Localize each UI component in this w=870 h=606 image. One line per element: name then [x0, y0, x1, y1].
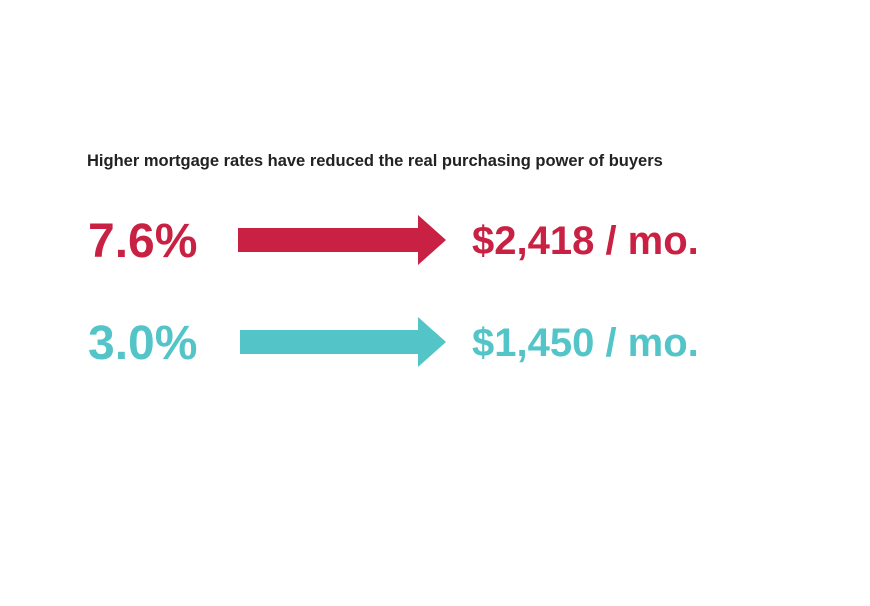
arrow [238, 215, 446, 265]
payment: $2,418 / mo. [472, 219, 699, 263]
title: Higher mortgage rates have reduced the r… [87, 152, 663, 170]
payment: $1,450 / mo. [472, 321, 699, 365]
rate: 3.0% [88, 317, 197, 370]
arrow [240, 317, 446, 367]
rate: 7.6% [88, 215, 197, 268]
